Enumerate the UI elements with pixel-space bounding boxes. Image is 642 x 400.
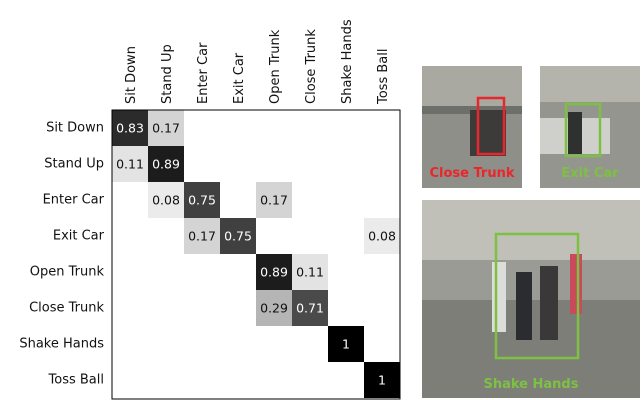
row-label: Stand Up <box>44 157 104 172</box>
cell <box>364 218 400 254</box>
column-label: Sit Down <box>124 46 139 104</box>
cell-value: 0.17 <box>188 229 216 244</box>
column-label: Open Trunk <box>268 29 283 104</box>
photo <box>422 66 522 188</box>
photo-label: Exit Car <box>561 166 619 181</box>
cell-value: 1 <box>342 337 350 352</box>
cell <box>220 218 256 254</box>
cell-value: 0.83 <box>116 121 144 136</box>
cell-value: 0.71 <box>296 301 324 316</box>
cell-value: 1 <box>378 373 386 388</box>
cell-value: 0.11 <box>296 265 324 280</box>
matrix-frame <box>111 109 401 400</box>
cell-value: 0.75 <box>188 193 216 208</box>
row-label: Toss Ball <box>48 373 104 388</box>
cell-value: 0.08 <box>368 229 396 244</box>
cell <box>256 290 292 326</box>
cell <box>112 110 148 146</box>
cell <box>256 182 292 218</box>
column-label: Close Trunk <box>304 29 319 104</box>
cell <box>148 110 184 146</box>
cell-value: 0.89 <box>152 157 180 172</box>
column-label: Shake Hands <box>340 19 355 104</box>
column-label: Toss Ball <box>376 49 391 105</box>
row-label: Enter Car <box>43 193 105 208</box>
row-label: Shake Hands <box>19 337 104 352</box>
cell <box>148 182 184 218</box>
cell-value: 0.11 <box>116 157 144 172</box>
cell-value: 0.75 <box>224 229 252 244</box>
cell-value: 0.17 <box>260 193 288 208</box>
photo-label: Close Trunk <box>429 166 514 181</box>
row-label: Sit Down <box>46 121 104 136</box>
row-label: Close Trunk <box>29 301 104 316</box>
column-label: Exit Car <box>232 52 247 104</box>
cell <box>328 326 364 362</box>
column-label: Enter Car <box>196 42 211 104</box>
cell-value: 0.29 <box>260 301 288 316</box>
cell <box>112 146 148 182</box>
photo-label: Shake Hands <box>484 377 579 392</box>
cell <box>292 290 328 326</box>
cell-value: 0.08 <box>152 193 180 208</box>
photo <box>422 200 640 398</box>
row-label: Open Trunk <box>30 265 105 280</box>
column-label: Stand Up <box>160 44 175 104</box>
cell-value: 0.89 <box>260 265 288 280</box>
cell <box>148 146 184 182</box>
photo <box>540 66 640 188</box>
cell <box>184 182 220 218</box>
row-label: Exit Car <box>53 229 105 244</box>
cell <box>292 254 328 290</box>
cell <box>184 218 220 254</box>
cell <box>256 254 292 290</box>
cell <box>364 362 400 398</box>
cell-value: 0.17 <box>152 121 180 136</box>
